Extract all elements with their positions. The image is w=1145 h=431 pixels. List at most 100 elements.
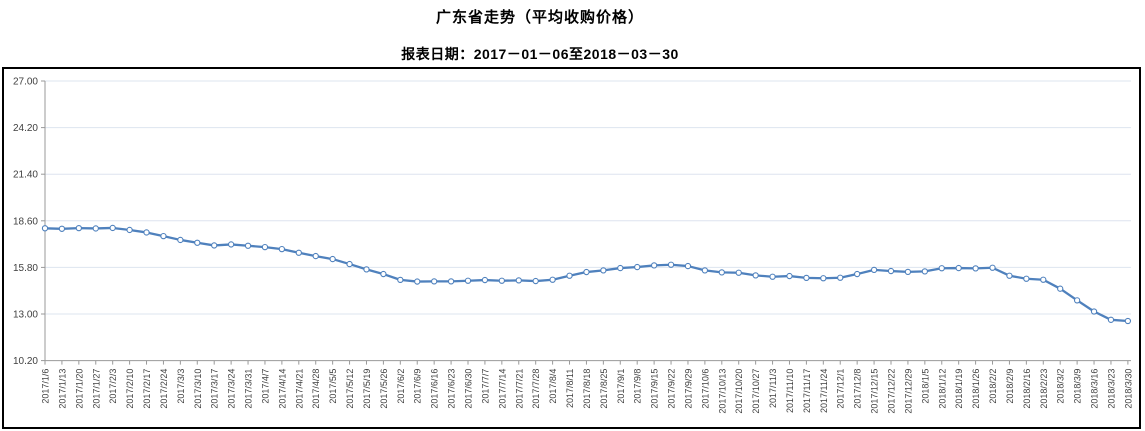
data-point-marker <box>447 278 455 285</box>
y-tick-label: 18.60 <box>13 216 38 227</box>
data-point-marker <box>1023 275 1030 282</box>
x-tick-label: 2017/2/17 <box>142 369 152 409</box>
data-point-marker <box>617 264 624 272</box>
data-point-marker <box>1057 285 1064 292</box>
x-tick-label: 2017/6/30 <box>464 369 474 409</box>
x-tick-label: 2017/3/31 <box>244 369 254 409</box>
x-tick-label: 2017/4/28 <box>311 369 321 409</box>
report-date-subtitle: 报表日期：2017－01－06至2018－03－30 <box>401 46 679 62</box>
x-tick-label: 2017/12/15 <box>870 369 880 414</box>
data-point-marker <box>177 236 184 244</box>
x-tick-label: 2017/5/19 <box>362 369 372 409</box>
data-point-marker <box>532 277 539 285</box>
x-tick-label: 2017/11/24 <box>819 369 829 413</box>
y-axis: 27.00 24.20 21.40 18.60 15.80 13.00 10.20 <box>13 77 46 367</box>
x-tick-label: 2017/9/8 <box>633 369 643 404</box>
data-point-marker <box>211 242 218 249</box>
x-tick-label: 2018/3/30 <box>1123 369 1133 409</box>
x-tick-label: 2018/3/23 <box>1106 369 1116 409</box>
x-tick-label: 2018/1/12 <box>937 369 947 409</box>
data-point-marker <box>126 226 133 234</box>
x-tick-label: 2017/12/22 <box>887 369 897 414</box>
x-tick-label: 2017/11/3 <box>768 369 778 408</box>
x-tick-label: 2017/3/17 <box>210 369 220 409</box>
x-tick-label: 2017/10/27 <box>751 369 761 414</box>
x-tick-label: 2017/2/3 <box>108 369 118 404</box>
data-point-marker <box>194 239 201 246</box>
x-tick-label: 2018/2/9 <box>1005 369 1015 404</box>
data-point-marker <box>346 260 353 268</box>
data-point-marker <box>227 241 235 248</box>
x-tick-label: 2017/6/2 <box>396 369 406 404</box>
x-tick-label: 2018/2/2 <box>988 369 998 404</box>
x-tick-label: 2017/8/18 <box>582 369 592 409</box>
x-tick-label: 2017/9/1 <box>616 369 626 404</box>
chart-frame: 27.00 24.20 21.40 18.60 15.80 13.00 10.20 2017/… <box>2 67 1141 429</box>
data-point-marker <box>295 249 302 256</box>
data-point-marker <box>718 269 725 276</box>
data-point-marker <box>870 266 878 274</box>
data-point-marker <box>397 276 404 284</box>
data-point-marker <box>244 242 252 249</box>
y-tick-label: 24.20 <box>13 123 38 134</box>
data-point-marker <box>854 270 861 278</box>
series-平均收购价格 <box>41 224 1132 325</box>
x-tick-label: 2017/1/13 <box>57 369 67 409</box>
data-point-marker <box>498 277 505 284</box>
data-point-marker <box>58 225 66 232</box>
x-tick-label: 2017/9/15 <box>650 369 660 409</box>
x-tick-label: 2017/12/1 <box>836 369 846 409</box>
price-trend-line-chart: 27.0024.2021.4018.6015.8013.0010.202017/… <box>13 77 1133 414</box>
x-tick-label: 2017/3/24 <box>227 369 237 409</box>
x-tick-label: 2017/10/20 <box>734 369 744 414</box>
data-point-marker <box>1124 317 1132 325</box>
data-point-marker <box>261 243 269 251</box>
data-point-marker <box>431 278 438 285</box>
x-tick-label: 2017/9/22 <box>667 369 677 409</box>
x-tick-label: 2018/3/2 <box>1056 369 1066 404</box>
data-point-marker <box>414 278 421 285</box>
x-tick-label: 2017/2/10 <box>125 369 135 409</box>
data-point-marker <box>955 264 962 272</box>
x-tick-label: 2017/11/10 <box>785 369 795 413</box>
y-tick-label: 10.20 <box>13 356 38 367</box>
x-tick-label: 2017/12/29 <box>903 369 913 414</box>
data-point-marker <box>75 224 82 232</box>
data-point-marker <box>109 224 116 232</box>
chart-title: 广东省走势（平均收购价格） <box>435 9 644 26</box>
y-tick-label: 13.00 <box>13 310 38 321</box>
x-tick-label: 2018/3/16 <box>1090 369 1100 409</box>
x-tick-label: 2017/3/10 <box>193 369 203 409</box>
x-tick-label: 2017/10/13 <box>717 369 727 414</box>
x-tick-label: 2017/9/29 <box>683 369 693 409</box>
data-point-marker <box>1006 272 1013 279</box>
x-tick-label: 2017/7/28 <box>531 369 541 409</box>
x-tick-label: 2017/5/5 <box>328 369 338 404</box>
x-tick-label: 2017/6/23 <box>447 369 457 409</box>
data-point-marker <box>312 252 319 260</box>
x-tick-label: 2017/1/27 <box>91 369 101 409</box>
x-tick-label: 2017/7/7 <box>480 369 490 404</box>
x-tick-label: 2017/4/14 <box>277 369 287 409</box>
data-point-marker <box>667 261 675 268</box>
x-axis: 2017/1/6 2017/1/13 2017/1/20 2017/1/27 2017/… <box>41 360 1133 414</box>
data-point-marker <box>735 269 742 276</box>
x-tick-label: 2018/1/26 <box>971 369 981 409</box>
x-tick-label: 2017/5/26 <box>379 369 389 409</box>
data-point-marker <box>278 245 286 253</box>
data-point-marker <box>160 232 167 240</box>
y-tick-label: 21.40 <box>13 170 38 181</box>
data-point-marker <box>600 267 607 274</box>
data-point-marker <box>515 277 522 284</box>
x-tick-label: 2017/8/25 <box>599 369 609 409</box>
data-point-marker <box>329 255 336 263</box>
data-point-marker <box>481 276 489 284</box>
data-point-marker <box>464 277 472 284</box>
x-tick-label: 2017/8/4 <box>548 369 558 404</box>
data-point-marker <box>1073 297 1081 304</box>
data-point-marker <box>143 229 150 236</box>
x-tick-label: 2017/10/6 <box>700 369 710 409</box>
data-point-marker <box>650 262 658 269</box>
data-point-marker <box>41 225 49 232</box>
data-point-marker <box>972 265 979 272</box>
